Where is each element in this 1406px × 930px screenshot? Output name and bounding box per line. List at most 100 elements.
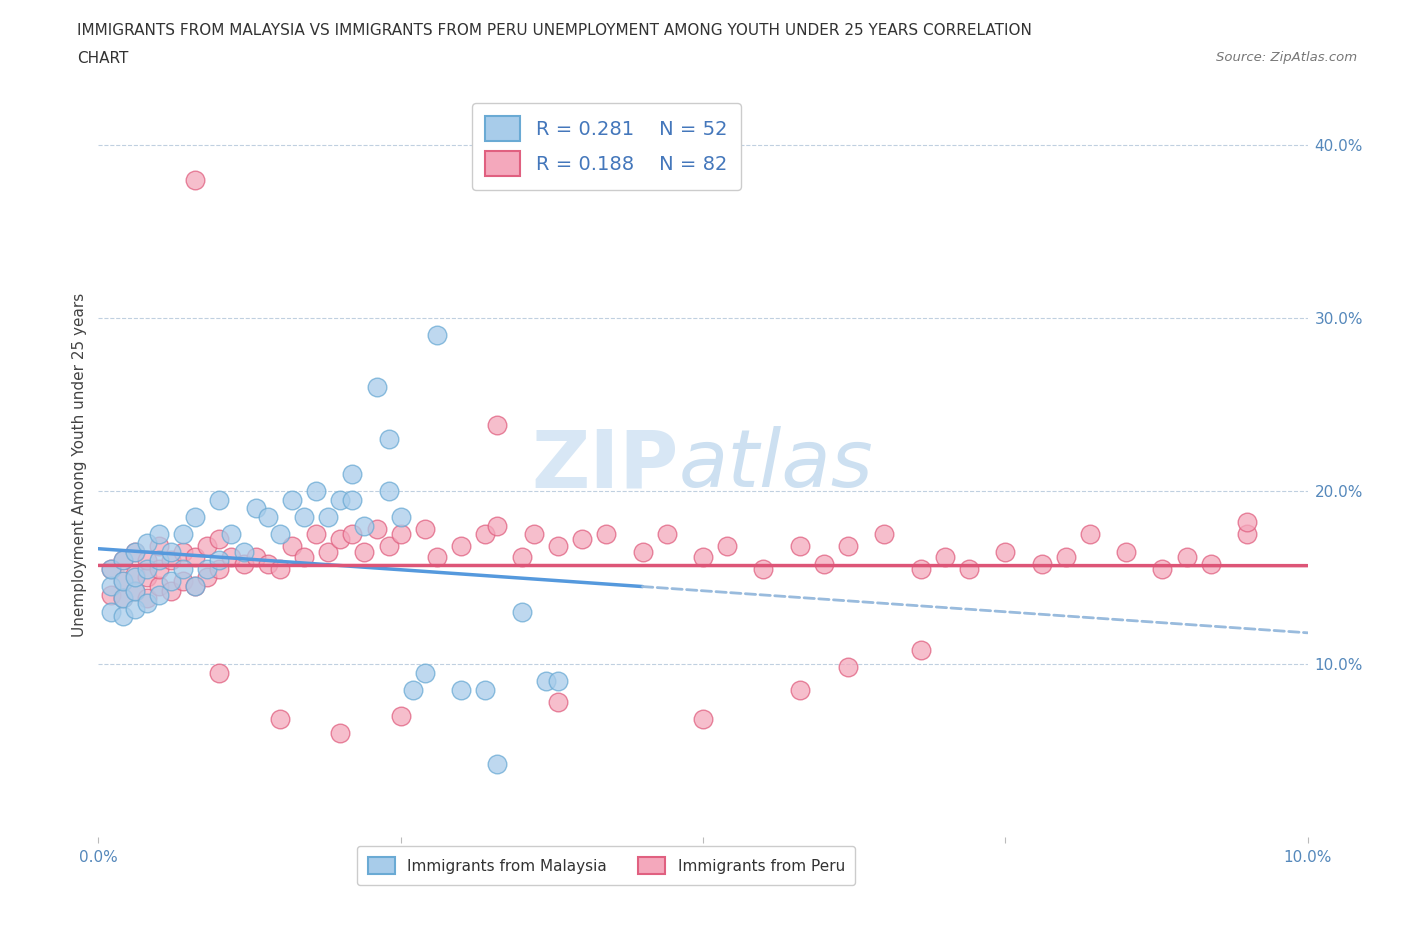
Point <box>571 532 593 547</box>
Point <box>329 532 352 547</box>
Point <box>547 674 569 689</box>
Point <box>111 574 134 589</box>
Point <box>329 492 352 507</box>
Point <box>100 562 122 577</box>
Point <box>342 526 364 541</box>
Point <box>547 695 569 710</box>
Point <box>305 484 328 498</box>
Text: ZIP: ZIP <box>531 426 679 504</box>
Point <box>124 544 146 559</box>
Point <box>124 584 146 599</box>
Point <box>124 601 146 616</box>
Point <box>1152 562 1174 577</box>
Point <box>184 172 207 187</box>
Point <box>692 711 714 726</box>
Point <box>184 510 207 525</box>
Point <box>148 552 170 567</box>
Point <box>910 562 932 577</box>
Point <box>100 588 122 603</box>
Point <box>353 518 375 533</box>
Point <box>245 501 267 516</box>
Point <box>256 556 278 571</box>
Point <box>450 683 472 698</box>
Point <box>111 552 134 567</box>
Point <box>281 492 304 507</box>
Point <box>1236 514 1258 529</box>
Point <box>148 562 170 577</box>
Point <box>292 550 315 565</box>
Point <box>873 526 896 541</box>
Point <box>1175 550 1198 565</box>
Point <box>486 518 509 533</box>
Point <box>208 492 231 507</box>
Point <box>450 538 472 553</box>
Point <box>135 596 157 611</box>
Point <box>100 562 122 577</box>
Point <box>281 538 304 553</box>
Point <box>245 550 267 565</box>
Point <box>426 550 449 565</box>
Point <box>631 544 654 559</box>
Point <box>160 552 183 567</box>
Point <box>232 544 254 559</box>
Text: CHART: CHART <box>77 51 129 66</box>
Point <box>994 544 1017 559</box>
Point <box>221 526 243 541</box>
Point <box>402 683 425 698</box>
Point <box>957 562 980 577</box>
Point <box>135 536 157 551</box>
Point <box>100 604 122 619</box>
Point <box>172 562 194 577</box>
Point <box>184 578 207 593</box>
Point <box>426 327 449 342</box>
Point <box>389 526 412 541</box>
Point <box>111 574 134 589</box>
Point <box>208 665 231 680</box>
Point <box>329 725 352 740</box>
Point <box>377 432 399 446</box>
Point <box>342 466 364 481</box>
Point <box>184 578 207 593</box>
Point <box>111 608 134 623</box>
Point <box>366 522 388 537</box>
Point <box>389 510 412 525</box>
Point <box>342 492 364 507</box>
Point <box>135 552 157 567</box>
Point <box>208 562 231 577</box>
Point <box>135 591 157 605</box>
Point <box>413 522 436 537</box>
Point <box>184 550 207 565</box>
Point <box>100 578 122 593</box>
Point <box>172 544 194 559</box>
Point <box>160 584 183 599</box>
Point <box>111 591 134 605</box>
Point <box>413 665 436 680</box>
Point <box>547 538 569 553</box>
Point <box>510 550 533 565</box>
Point <box>377 484 399 498</box>
Point <box>269 562 291 577</box>
Point <box>172 574 194 589</box>
Point <box>910 643 932 658</box>
Point <box>148 578 170 593</box>
Point <box>269 711 291 726</box>
Point <box>124 570 146 585</box>
Point <box>148 526 170 541</box>
Point <box>716 538 738 553</box>
Point <box>837 538 859 553</box>
Point <box>221 550 243 565</box>
Point <box>789 683 811 698</box>
Point <box>534 674 557 689</box>
Point <box>595 526 617 541</box>
Point <box>1199 556 1222 571</box>
Point <box>208 532 231 547</box>
Point <box>692 550 714 565</box>
Point <box>789 538 811 553</box>
Point <box>1054 550 1077 565</box>
Point <box>366 379 388 394</box>
Point <box>195 562 218 577</box>
Point <box>135 570 157 585</box>
Text: Source: ZipAtlas.com: Source: ZipAtlas.com <box>1216 51 1357 64</box>
Point <box>1031 556 1053 571</box>
Point <box>510 604 533 619</box>
